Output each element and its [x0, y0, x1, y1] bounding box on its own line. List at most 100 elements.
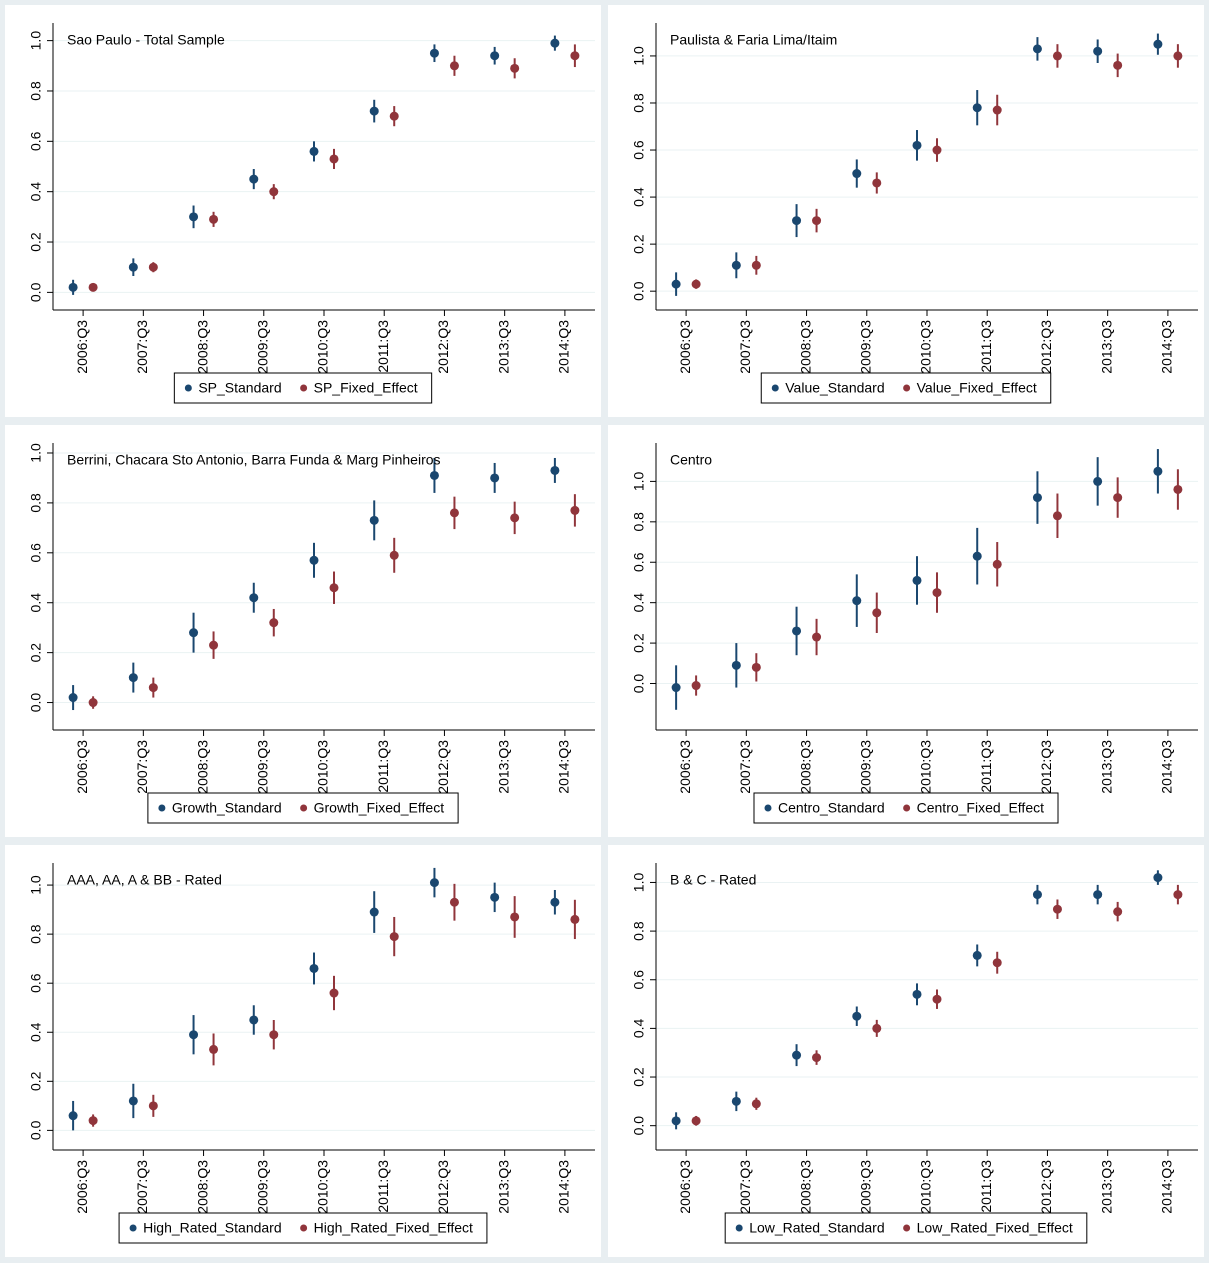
point [309, 146, 319, 156]
point [269, 187, 279, 197]
x-tick-label: 2010:Q3 [918, 320, 934, 374]
y-tick-label: 1.0 [28, 31, 44, 51]
y-tick-label: 0.2 [631, 633, 647, 653]
x-tick-label: 2008:Q3 [797, 1160, 813, 1214]
point [792, 626, 802, 636]
x-tick-label: 2010:Q3 [315, 740, 331, 794]
point [68, 282, 78, 292]
point [510, 63, 520, 73]
x-tick-label: 2014:Q3 [556, 320, 572, 374]
x-tick-label: 2012:Q3 [435, 740, 451, 794]
point [429, 470, 439, 480]
panel: 0.0 0.2 0.4 0.6 0.8 1.0 2006:Q3 2007:Q3 2008:Q3 2… [608, 845, 1204, 1257]
y-tick-label: 0.2 [28, 232, 44, 252]
x-tick-label: 2014:Q3 [556, 740, 572, 794]
legend-label: Centro_Fixed_Effect [917, 800, 1044, 816]
x-tick-label: 2010:Q3 [315, 320, 331, 374]
panel-title: AAA, AA, A & BB - Rated [67, 872, 222, 888]
y-tick-label: 0.6 [28, 973, 44, 993]
x-tick-label: 2011:Q3 [375, 320, 391, 373]
legend: High_Rated_Standard High_Rated_Fixed_Effe… [118, 1212, 488, 1244]
point [731, 1096, 741, 1106]
legend-marker [300, 384, 308, 392]
legend-marker [903, 384, 911, 392]
legend-label: SP_Fixed_Effect [314, 380, 418, 396]
point [872, 178, 882, 188]
plot-area [53, 23, 595, 310]
point [691, 279, 701, 289]
point [209, 1044, 219, 1054]
point [812, 1053, 822, 1063]
plot-area [53, 443, 595, 730]
panel: 0.0 0.2 0.4 0.6 0.8 1.0 2006:Q3 2007:Q3 2008:Q3 2… [5, 425, 601, 837]
point [68, 1111, 78, 1121]
x-tick-label: 2012:Q3 [435, 320, 451, 374]
point [1093, 890, 1103, 900]
panel-title: Berrini, Chacara Sto Antonio, Barra Fund… [67, 452, 441, 468]
point [88, 282, 98, 292]
point [369, 515, 379, 525]
x-tick-label: 2014:Q3 [1159, 1160, 1175, 1214]
point [671, 683, 681, 693]
point [1113, 493, 1123, 503]
point [992, 105, 1002, 115]
x-tick-label: 2011:Q3 [978, 320, 994, 373]
point [1032, 44, 1042, 54]
point [1052, 511, 1062, 521]
legend-marker [300, 804, 308, 812]
y-tick-label: 0.4 [28, 182, 44, 202]
x-tick-label: 2006:Q3 [677, 740, 693, 794]
x-tick-label: 2013:Q3 [495, 320, 511, 374]
x-tick-label: 2009:Q3 [857, 1160, 873, 1214]
x-tick-label: 2012:Q3 [1038, 1160, 1054, 1214]
point [88, 1116, 98, 1126]
point [309, 963, 319, 973]
point [1093, 476, 1103, 486]
y-tick-label: 1.0 [631, 873, 647, 893]
legend-label: Value_Fixed_Effect [917, 380, 1037, 396]
point [389, 550, 399, 560]
point [872, 608, 882, 618]
point [550, 38, 560, 48]
y-tick-label: 0.8 [28, 493, 44, 513]
y-tick-label: 0.4 [631, 187, 647, 207]
point [329, 988, 339, 998]
x-tick-label: 2011:Q3 [375, 1160, 391, 1213]
y-tick-label: 0.0 [631, 1116, 647, 1136]
point [1173, 484, 1183, 494]
point [1032, 890, 1042, 900]
x-tick-label: 2012:Q3 [435, 1160, 451, 1214]
x-tick-label: 2013:Q3 [495, 1160, 511, 1214]
panel: 0.0 0.2 0.4 0.6 0.8 1.0 2006:Q3 2007:Q3 2008:Q3 2… [5, 845, 601, 1257]
panel-title: Sao Paulo - Total Sample [67, 32, 225, 48]
point [1153, 466, 1163, 476]
point [992, 559, 1002, 569]
point [671, 1116, 681, 1126]
y-tick-label: 0.8 [631, 512, 647, 532]
x-tick-label: 2006:Q3 [74, 740, 90, 794]
y-tick-label: 0.6 [28, 131, 44, 151]
legend-label: High_Rated_Fixed_Effect [314, 1220, 473, 1236]
point [751, 260, 761, 270]
y-tick-label: 0.6 [631, 552, 647, 572]
point [148, 1101, 158, 1111]
legend-label: High_Rated_Standard [143, 1220, 282, 1236]
y-tick-label: 1.0 [28, 875, 44, 895]
point [812, 216, 822, 226]
point [570, 51, 580, 61]
y-tick-label: 0.6 [631, 140, 647, 160]
point [189, 1030, 199, 1040]
panel-title: B & C - Rated [670, 872, 756, 888]
y-tick-label: 0.6 [631, 970, 647, 990]
point [1052, 904, 1062, 914]
x-tick-label: 2009:Q3 [254, 320, 270, 374]
panel: 0.0 0.2 0.4 0.6 0.8 1.0 2006:Q3 2007:Q3 2008:Q3 2… [5, 5, 601, 417]
point [872, 1023, 882, 1033]
x-tick-label: 2006:Q3 [677, 1160, 693, 1214]
point [1093, 46, 1103, 56]
point [570, 505, 580, 515]
x-tick-label: 2010:Q3 [918, 740, 934, 794]
x-tick-label: 2009:Q3 [254, 740, 270, 794]
point [269, 618, 279, 628]
point [570, 914, 580, 924]
